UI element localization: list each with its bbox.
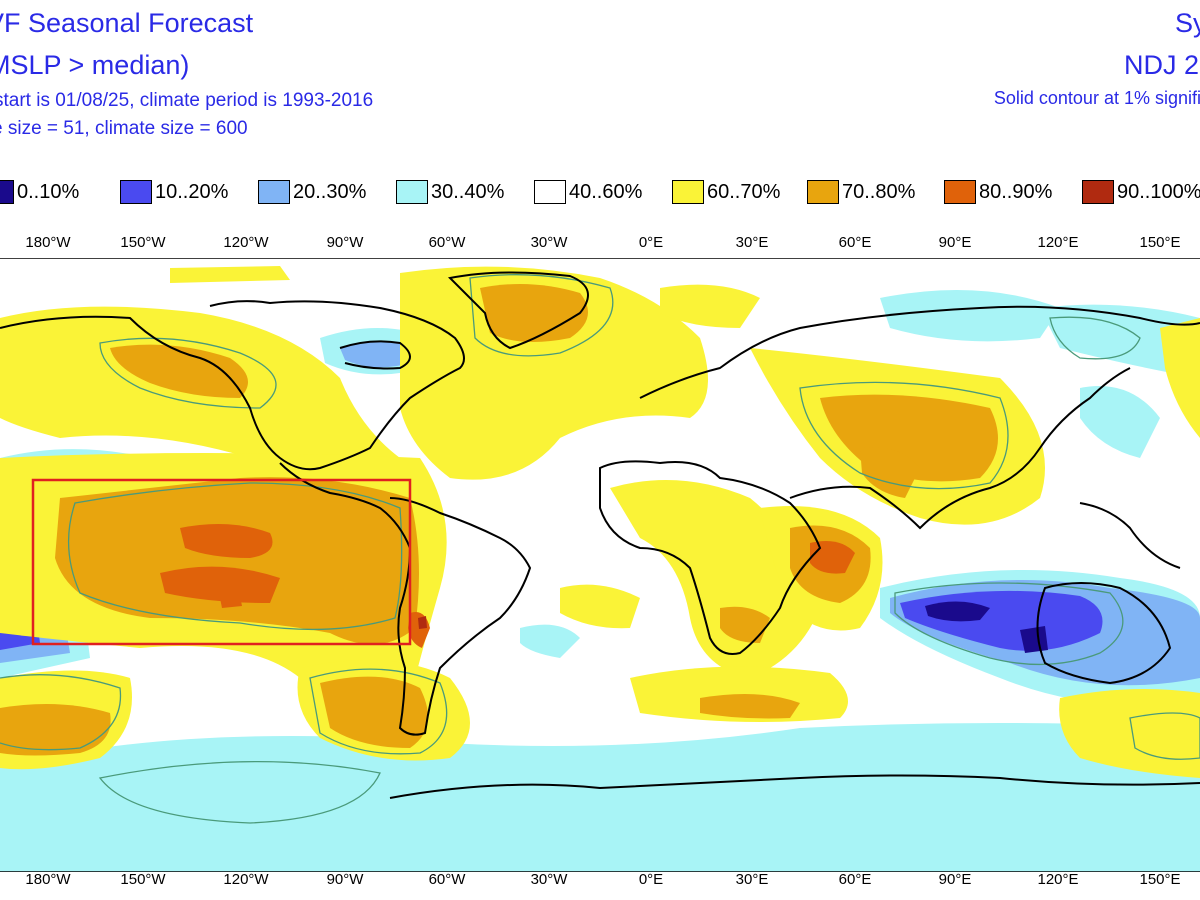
- legend-swatch: [120, 180, 152, 204]
- longitude-tick-label: 180°W: [25, 234, 71, 251]
- longitude-tick-label: 60°W: [428, 871, 466, 888]
- legend-label: 20..30%: [293, 180, 367, 203]
- legend-swatch: [944, 180, 976, 204]
- longitude-tick-label: 90°W: [326, 871, 364, 888]
- longitude-tick-label: 150°E: [1139, 871, 1181, 888]
- system-label: Sys: [1174, 8, 1200, 38]
- legend-item: 20..30%: [258, 180, 366, 204]
- legend-item: 70..80%: [807, 180, 915, 204]
- longitude-tick-label: 120°W: [223, 871, 269, 888]
- map-subtitle: MSLP > median): [0, 50, 190, 80]
- significance-contours: [0, 274, 1200, 824]
- longitude-tick-label: 30°W: [530, 871, 568, 888]
- high-probability-80-90-regions: [160, 524, 855, 648]
- legend-item: 0..10%: [0, 180, 79, 204]
- legend-label: 30..40%: [431, 180, 505, 203]
- legend-item: 30..40%: [396, 180, 504, 204]
- legend-label: 40..60%: [569, 180, 643, 203]
- legend-label: 60..70%: [707, 180, 781, 203]
- legend-item: 90..100%: [1082, 180, 1200, 204]
- color-legend: 0..10% 10..20% 20..30% 30..40% 40..60% 60..70…: [0, 180, 1200, 210]
- longitude-tick-label: 60°E: [838, 871, 872, 888]
- region-highlight-box: [31, 478, 412, 646]
- legend-swatch: [672, 180, 704, 204]
- longitude-tick-label: 180°W: [25, 871, 71, 888]
- forecast-period: NDJ 20: [1123, 50, 1200, 80]
- longitude-tick-label: 150°W: [120, 871, 166, 888]
- longitude-tick-label: 120°W: [223, 234, 269, 251]
- longitude-tick-label: 30°E: [735, 871, 769, 888]
- legend-swatch: [396, 180, 428, 204]
- high-probability-70-80-regions: [0, 284, 998, 756]
- longitude-tick-label: 90°W: [326, 234, 364, 251]
- longitude-tick-label: 0°E: [638, 234, 664, 251]
- legend-label: 10..20%: [155, 180, 229, 203]
- legend-label: 80..90%: [979, 180, 1053, 203]
- legend-swatch: [258, 180, 290, 204]
- coastlines: [0, 271, 1200, 799]
- low-probability-0-10-regions: [925, 601, 1048, 653]
- legend-swatch: [807, 180, 839, 204]
- legend-label: 0..10%: [17, 180, 80, 203]
- map-title: VF Seasonal Forecast: [0, 8, 254, 38]
- longitude-tick-label: 120°E: [1037, 871, 1079, 888]
- longitude-tick-label: 90°E: [938, 871, 972, 888]
- legend-swatch: [0, 180, 14, 204]
- probability-map: [0, 258, 1200, 872]
- ensemble-size-info: e size = 51, climate size = 600: [0, 118, 248, 139]
- forecast-start-info: start is 01/08/25, climate period is 199…: [0, 90, 374, 111]
- legend-label: 70..80%: [842, 180, 916, 203]
- legend-item: 80..90%: [944, 180, 1052, 204]
- high-probability-90-100-regions: [418, 616, 427, 629]
- longitude-tick-label: 90°E: [938, 234, 972, 251]
- longitude-tick-label: 150°E: [1139, 234, 1181, 251]
- longitude-tick-label: 60°W: [428, 234, 466, 251]
- longitude-tick-label: 30°W: [530, 234, 568, 251]
- longitude-tick-label: 30°E: [735, 234, 769, 251]
- legend-item: 60..70%: [672, 180, 780, 204]
- legend-item: 40..60%: [534, 180, 642, 204]
- longitude-tick-label: 60°E: [838, 234, 872, 251]
- significance-note: Solid contour at 1% significa: [993, 88, 1200, 108]
- legend-swatch: [1082, 180, 1114, 204]
- legend-label: 90..100%: [1117, 180, 1200, 203]
- longitude-tick-label: 120°E: [1037, 234, 1079, 251]
- legend-item: 10..20%: [120, 180, 228, 204]
- legend-swatch: [534, 180, 566, 204]
- longitude-tick-label: 0°E: [638, 871, 664, 888]
- longitude-tick-label: 150°W: [120, 234, 166, 251]
